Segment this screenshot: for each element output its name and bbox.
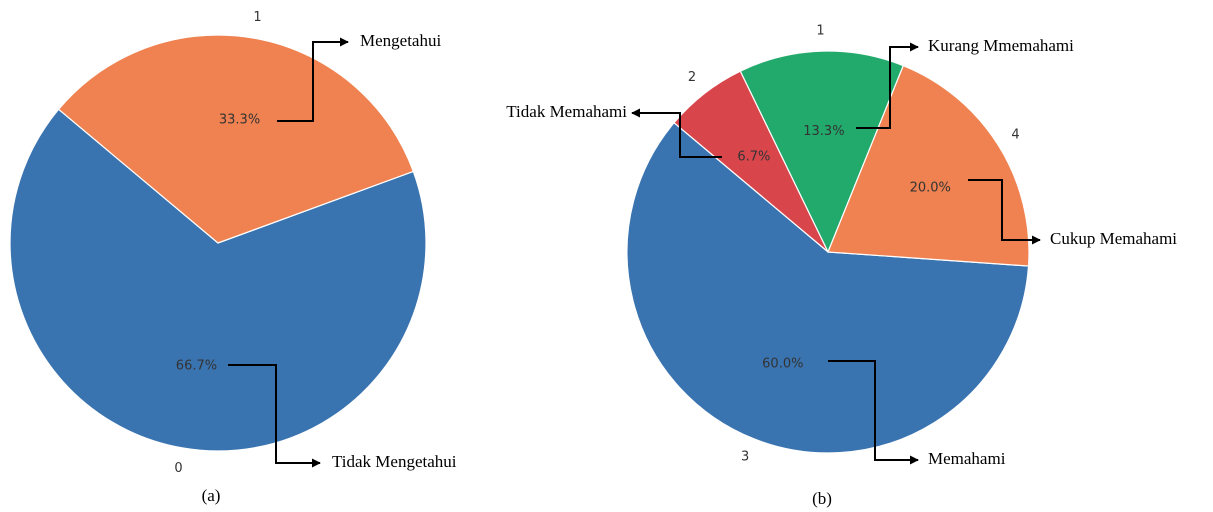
- annotation: Tidak Mengetahui: [332, 452, 457, 471]
- slice-label: 0: [174, 461, 182, 476]
- slice-label: 2: [688, 70, 696, 85]
- annotation-arrow: [277, 37, 349, 122]
- caption: (b): [812, 489, 832, 508]
- pie-slice: [739, 50, 905, 254]
- pie-slice: [9, 108, 427, 452]
- percent-label: 33.3%: [219, 113, 260, 128]
- annotation: Tidak Memahami: [506, 102, 627, 121]
- annotation: Memahami: [928, 449, 1006, 468]
- annotation-arrow: [828, 360, 919, 465]
- pie-slice: [626, 121, 1030, 454]
- slice-label: 3: [741, 450, 749, 465]
- slice-label: 1: [816, 24, 824, 39]
- annotation-arrow: [968, 179, 1041, 245]
- pie-slice: [57, 34, 415, 244]
- annotation: Cukup Memahami: [1050, 229, 1177, 248]
- percent-label: 66.7%: [176, 358, 217, 373]
- percent-label: 13.3%: [803, 124, 844, 139]
- caption: (a): [202, 486, 221, 505]
- annotation-arrow: [856, 42, 919, 129]
- annotation: Kurang Mmemahami: [928, 36, 1074, 55]
- percent-label: 60.0%: [762, 356, 803, 371]
- annotation-arrow: [631, 108, 722, 158]
- slice-label: 1: [253, 10, 261, 25]
- percent-label: 20.0%: [910, 181, 951, 196]
- annotation: Mengetahui: [360, 31, 441, 50]
- percent-label: 6.7%: [737, 149, 770, 164]
- slice-label: 4: [1011, 127, 1019, 142]
- annotation-arrow: [228, 364, 321, 468]
